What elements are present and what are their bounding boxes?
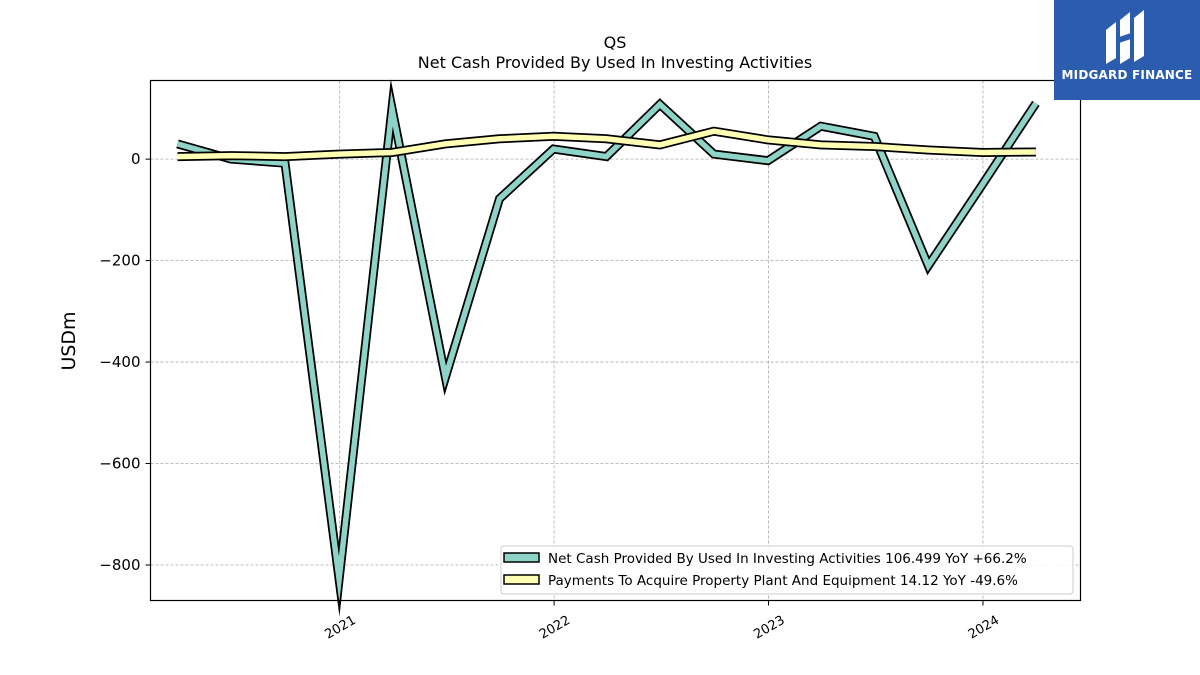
legend-label-capex: Payments To Acquire Property Plant And E… (548, 573, 1018, 589)
series-1 (176, 79, 1040, 617)
series-2-line (177, 128, 1036, 160)
y-tick-label: −600 (99, 455, 140, 473)
midgard-logo-icon (1106, 10, 1144, 64)
y-tick-label: −400 (99, 353, 140, 371)
y-axis-label: USDm (58, 311, 80, 370)
legend-box (500, 545, 1074, 595)
x-tick-label: 2024 (966, 613, 1002, 643)
series-2 (177, 126, 1036, 162)
series-1-line (176, 90, 1039, 603)
legend-swatch-net-cash (503, 552, 540, 563)
x-tick-label: 2021 (323, 613, 359, 643)
legend-label-net-cash: Net Cash Provided By Used In Investing A… (548, 551, 1027, 567)
brand-name: MIDGARD FINANCE (1061, 68, 1193, 82)
chart-subtitle: Net Cash Provided By Used In Investing A… (418, 53, 812, 72)
y-tick-label: −800 (99, 556, 140, 574)
plot-frame (149, 79, 1082, 602)
x-axis: 2021 2022 2023 2024 (323, 600, 1002, 643)
brand-logo: MIDGARD FINANCE (1054, 0, 1200, 100)
y-tick-label: −200 (99, 252, 140, 270)
y-axis: 0 −200 −400 −600 −800 (99, 150, 151, 574)
series-layer (176, 79, 1040, 617)
y-tick-label: 0 (131, 150, 141, 168)
x-tick-label: 2023 (751, 613, 787, 643)
x-tick-label: 2022 (537, 613, 573, 643)
legend-swatch-capex (503, 574, 540, 585)
chart-title: QS (604, 33, 627, 52)
legend: Net Cash Provided By Used In Investing A… (500, 545, 1074, 595)
